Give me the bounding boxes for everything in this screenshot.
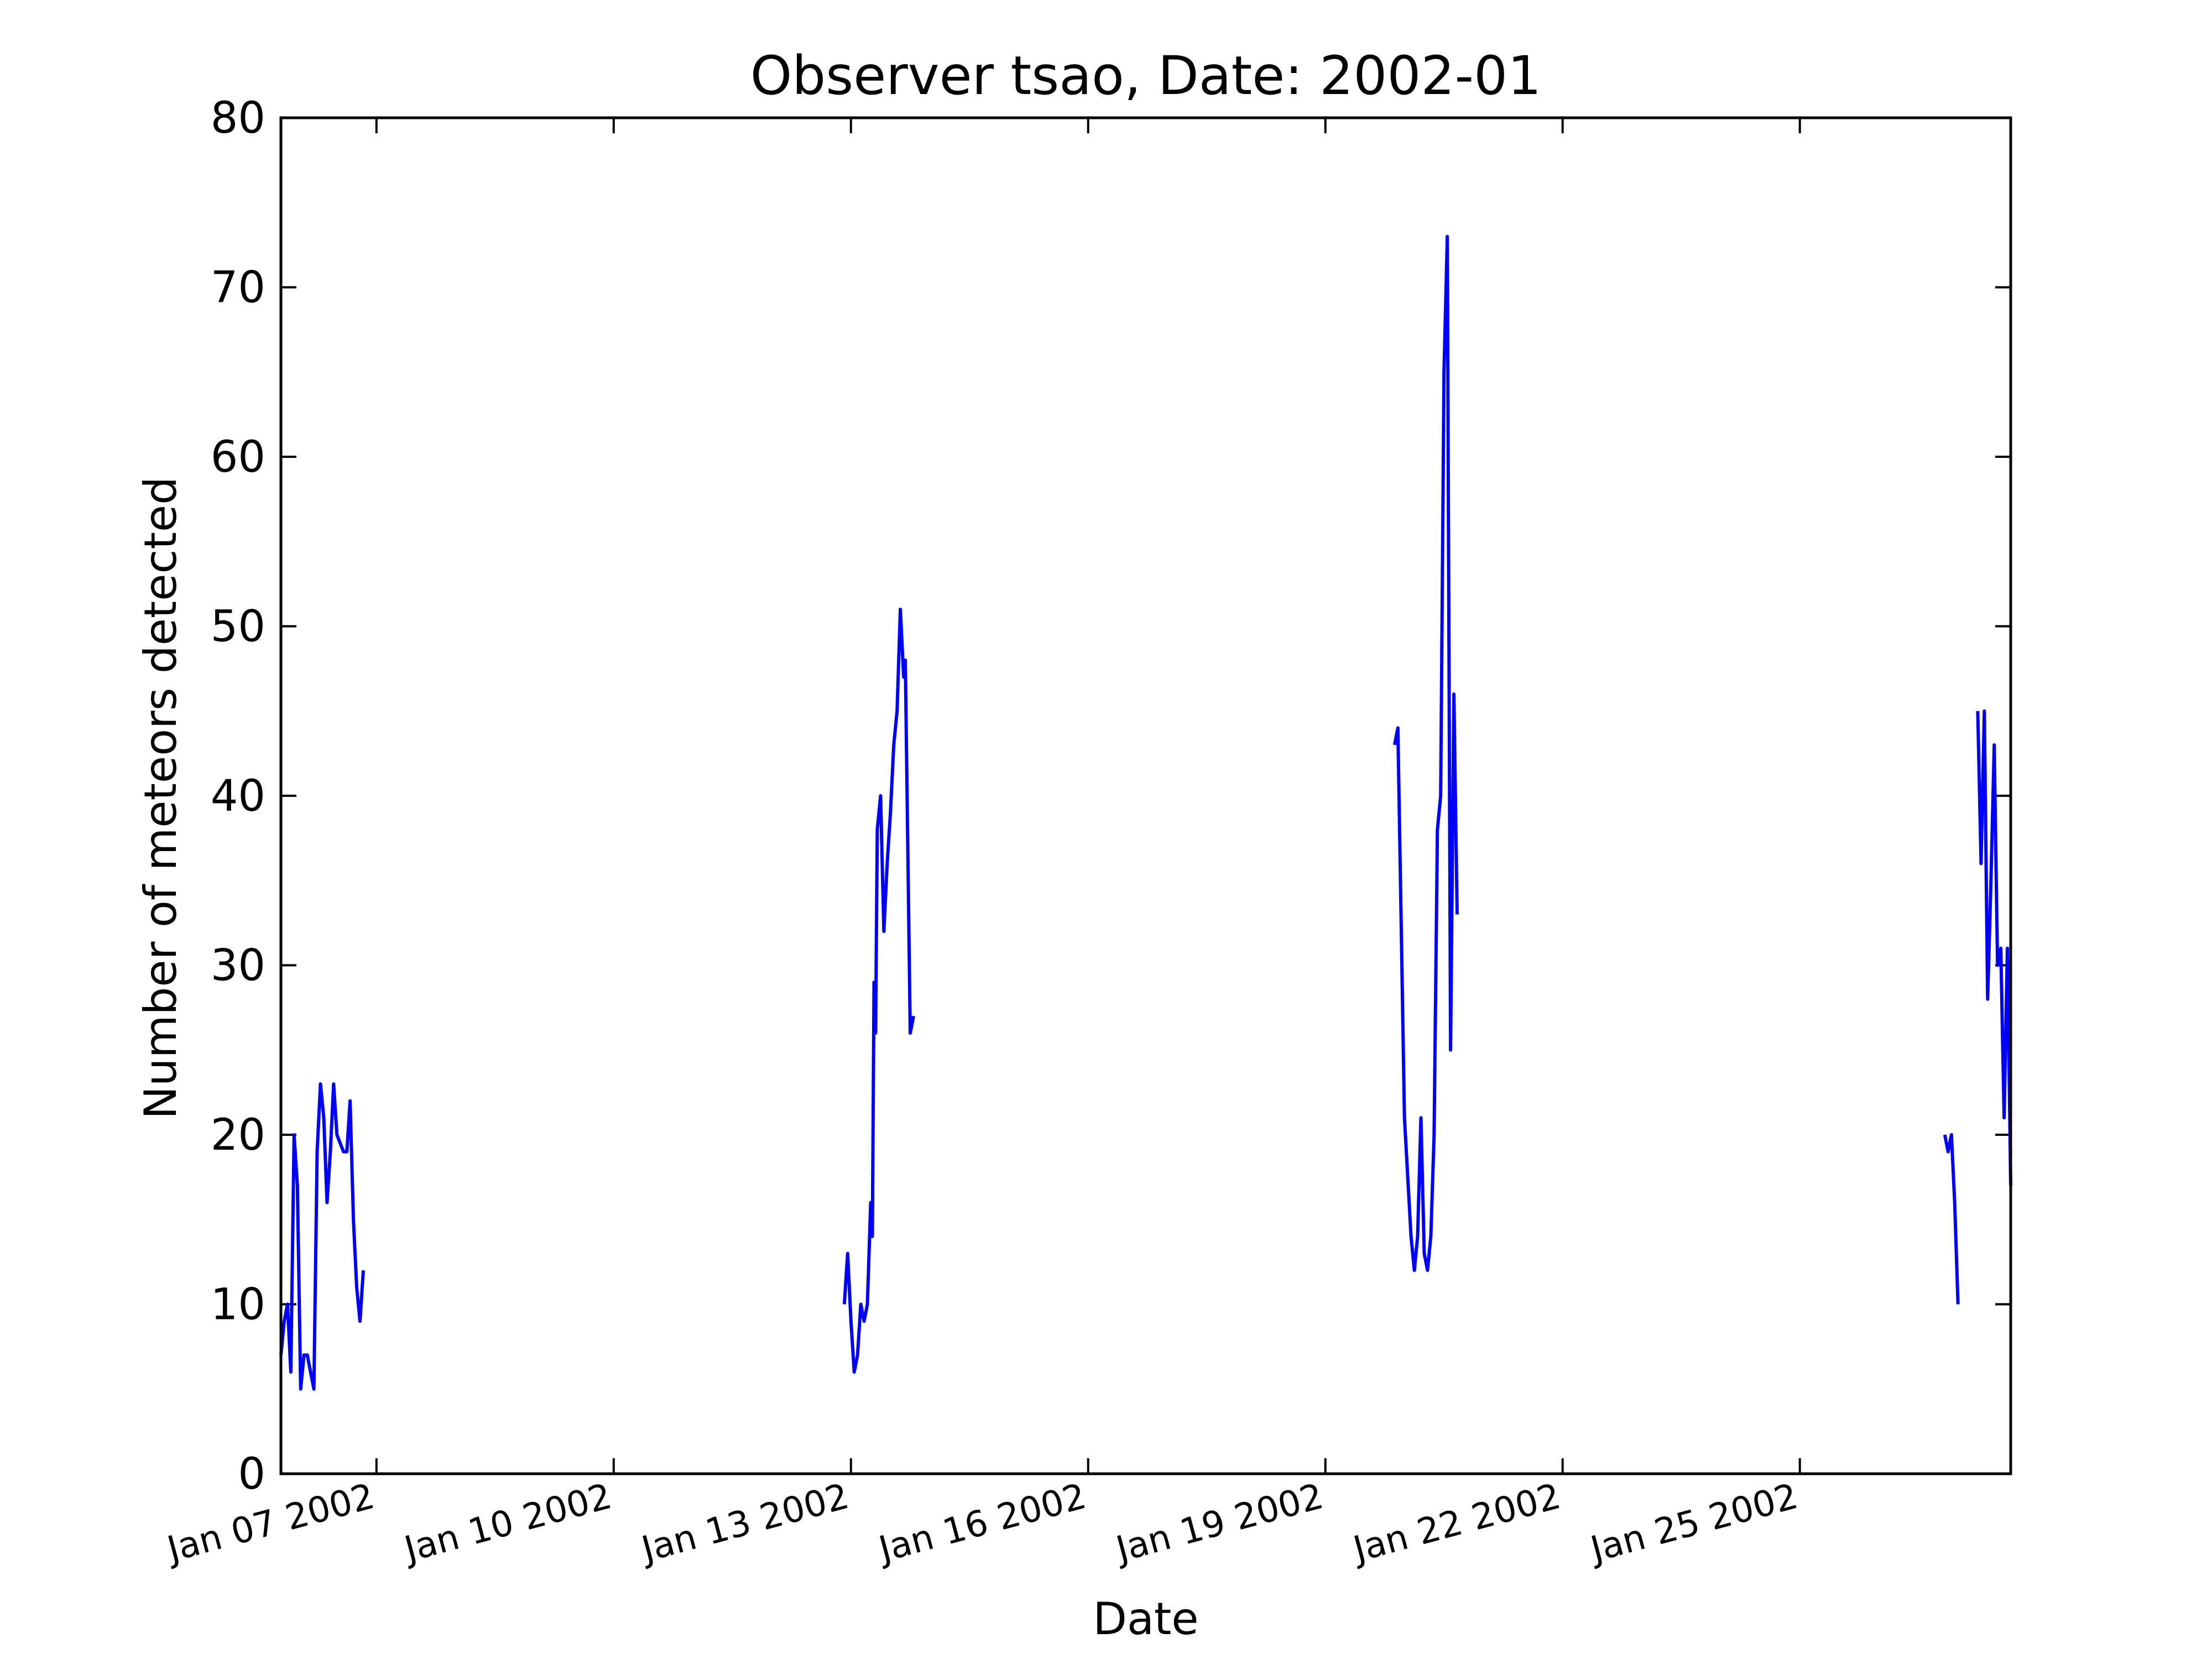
x-axis: Jan 07 2002 Jan 10 2002 Jan 13 2002 Jan 16 … (161, 118, 1802, 1571)
series-line-segment (842, 607, 915, 1374)
series-line-segment (1943, 1133, 1960, 1305)
series-line-segment (1392, 234, 1459, 1272)
x-tick-label: Jan 19 2002 (1110, 1476, 1328, 1571)
x-tick-label: Jan 22 2002 (1347, 1476, 1565, 1571)
plot-frame (279, 116, 2012, 1475)
x-tick-label: Jan 13 2002 (635, 1476, 853, 1571)
y-tick-label: 40 (211, 771, 265, 821)
y-tick-label: 50 (211, 602, 265, 652)
chart-title: Observer tsao, Date: 2002-01 (750, 45, 1542, 107)
y-axis-label: Number of meteors detected (135, 477, 186, 1119)
y-tick-label: 20 (211, 1110, 265, 1160)
x-tick-label: Jan 16 2002 (873, 1476, 1091, 1571)
y-tick-label: 70 (211, 263, 265, 313)
x-tick-label: Jan 25 2002 (1584, 1476, 1802, 1571)
series-line-segment (1976, 709, 2012, 1186)
y-tick-label: 10 (211, 1280, 265, 1330)
x-axis-label: Date (1093, 1593, 1198, 1645)
y-axis: 0 10 20 30 40 50 60 70 80 (211, 93, 2011, 1499)
plot-series (279, 234, 2012, 1391)
x-tick-label: Jan 10 2002 (398, 1476, 616, 1571)
y-tick-label: 0 (238, 1449, 265, 1499)
series-line-segment (279, 1082, 365, 1391)
y-tick-label: 60 (211, 432, 265, 482)
y-tick-label: 80 (211, 93, 265, 143)
x-tick-label: Jan 07 2002 (161, 1476, 379, 1571)
y-tick-label: 30 (211, 941, 265, 991)
